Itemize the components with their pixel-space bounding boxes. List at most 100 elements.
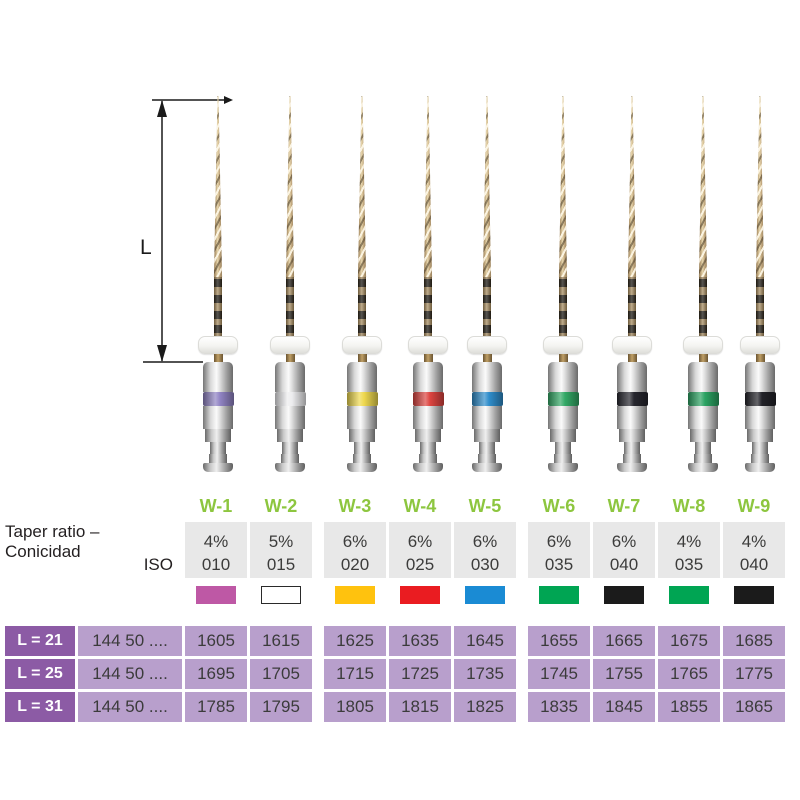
endo-file-w8 xyxy=(681,96,725,474)
iso-color-swatch xyxy=(196,586,236,604)
silicone-stop xyxy=(683,336,723,354)
handle-top xyxy=(275,362,305,392)
order-code: 1775 xyxy=(723,659,785,689)
order-code: 1785 xyxy=(185,692,247,722)
handle-top xyxy=(472,362,502,392)
handle-top xyxy=(548,362,578,392)
handle-neck xyxy=(210,442,226,454)
ref-prefix: 144 50 .... xyxy=(78,692,182,722)
file-neck xyxy=(357,354,367,362)
endo-file-w9 xyxy=(738,96,782,474)
dim-arrow-down-icon xyxy=(157,345,167,362)
product-name: W-6 xyxy=(542,495,576,516)
endo-file-w3 xyxy=(340,96,384,474)
order-code: 1625 xyxy=(324,626,386,656)
handle-color-band xyxy=(346,392,378,406)
order-code: 1735 xyxy=(454,659,516,689)
iso-color-swatch xyxy=(261,586,301,604)
product-name: W-7 xyxy=(607,495,641,516)
silicone-stop xyxy=(198,336,238,354)
file-shank-rings xyxy=(483,277,491,336)
iso-color-swatch xyxy=(734,586,774,604)
file-neck xyxy=(558,354,568,362)
handle-stem xyxy=(694,454,712,463)
order-code: 1645 xyxy=(454,626,516,656)
handle-base xyxy=(548,463,578,472)
handle-mid xyxy=(413,406,443,429)
handle-lower xyxy=(550,429,576,442)
file-neck xyxy=(213,354,223,362)
product-name: W-1 xyxy=(199,495,233,516)
handle-lower xyxy=(747,429,773,442)
silicone-stop xyxy=(467,336,507,354)
handle-mid xyxy=(472,406,502,429)
order-code: 1725 xyxy=(389,659,451,689)
silicone-stop xyxy=(612,336,652,354)
file-blade xyxy=(285,96,295,277)
order-code: 1685 xyxy=(723,626,785,656)
product-name: W-2 xyxy=(264,495,298,516)
handle-color-band xyxy=(471,392,503,406)
iso-value: 035 xyxy=(658,552,720,578)
handle-base xyxy=(745,463,775,472)
handle-stem xyxy=(209,454,227,463)
product-name: W-3 xyxy=(338,495,372,516)
file-neck xyxy=(285,354,295,362)
handle-top xyxy=(203,362,233,392)
iso-color-swatch xyxy=(539,586,579,604)
taper-row: Taper ratio – Conicidad 4% 5% 6% 6% 6% 6… xyxy=(5,522,800,562)
file-shank-rings xyxy=(358,277,366,336)
handle-neck xyxy=(555,442,571,454)
handle-base xyxy=(413,463,443,472)
iso-value: 015 xyxy=(250,552,312,578)
iso-value: 035 xyxy=(528,552,590,578)
product-name: W-5 xyxy=(468,495,502,516)
handle-neck xyxy=(695,442,711,454)
file-neck xyxy=(755,354,765,362)
file-neck xyxy=(423,354,433,362)
handle-base xyxy=(688,463,718,472)
file-neck xyxy=(482,354,492,362)
handle-color-band xyxy=(687,392,719,406)
handle-color-band xyxy=(412,392,444,406)
order-code: 1845 xyxy=(593,692,655,722)
file-blade xyxy=(357,96,367,277)
file-shank-rings xyxy=(559,277,567,336)
iso-color-swatch xyxy=(335,586,375,604)
handle-base xyxy=(472,463,502,472)
endo-file-w5 xyxy=(465,96,509,474)
handle-neck xyxy=(282,442,298,454)
handle-lower xyxy=(474,429,500,442)
handle-color-band xyxy=(274,392,306,406)
handle-top xyxy=(745,362,775,392)
handle-base xyxy=(347,463,377,472)
file-shank-rings xyxy=(286,277,294,336)
handle-mid xyxy=(275,406,305,429)
file-shank-rings xyxy=(756,277,764,336)
file-neck xyxy=(627,354,637,362)
iso-value: 010 xyxy=(185,552,247,578)
order-row-l31: L = 31 144 50 .... 1785 1795 1805 1815 1… xyxy=(5,692,800,722)
file-blade xyxy=(423,96,433,277)
handle-lower xyxy=(205,429,231,442)
silicone-stop xyxy=(408,336,448,354)
file-shank-rings xyxy=(699,277,707,336)
order-code: 1715 xyxy=(324,659,386,689)
handle-lower xyxy=(690,429,716,442)
product-name-row: W-1 W-2 W-3 W-4 W-5 W-6 W-7 W-8 W-9 xyxy=(5,494,800,518)
iso-color-swatch xyxy=(669,586,709,604)
order-code: 1825 xyxy=(454,692,516,722)
handle-base xyxy=(203,463,233,472)
handle-color-band xyxy=(616,392,648,406)
order-code: 1815 xyxy=(389,692,451,722)
handle-mid xyxy=(548,406,578,429)
order-code: 1795 xyxy=(250,692,312,722)
handle-neck xyxy=(420,442,436,454)
silicone-stop xyxy=(543,336,583,354)
iso-value: 040 xyxy=(723,552,785,578)
iso-value: 020 xyxy=(324,552,386,578)
order-code: 1675 xyxy=(658,626,720,656)
order-code: 1765 xyxy=(658,659,720,689)
file-shank-rings xyxy=(424,277,432,336)
length-label: L = 25 xyxy=(5,659,75,689)
